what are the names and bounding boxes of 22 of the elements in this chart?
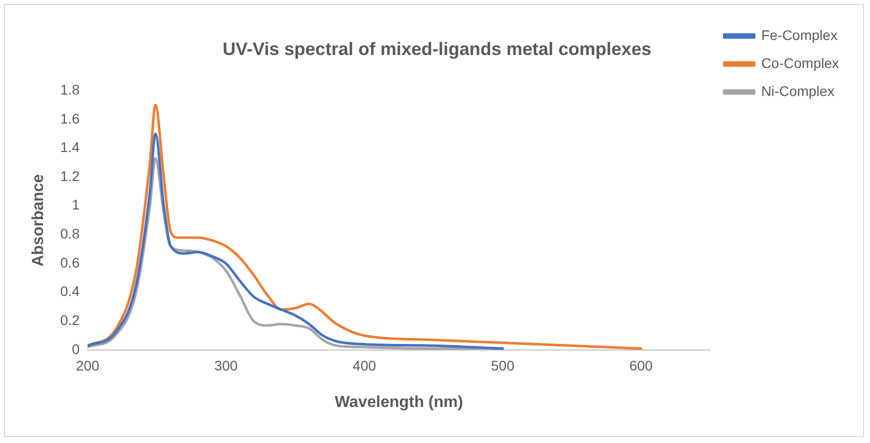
y-tick-label: 0.2	[60, 312, 80, 328]
y-tick-label: 0.6	[60, 254, 80, 270]
x-axis-title: Wavelength (nm)	[334, 394, 464, 411]
y-axis-title: Absorbance	[30, 174, 48, 267]
line-series	[88, 104, 642, 350]
y-tick-label: 1	[72, 196, 80, 213]
chart-title: UV-Vis spectral of mixed-ligands metal complexes	[222, 38, 652, 59]
y-tick-label: 1.2	[60, 168, 80, 184]
y-tick-label: 1.6	[60, 110, 80, 126]
y-tick-label: 1.4	[60, 139, 80, 156]
x-tick-label: 200	[76, 357, 100, 374]
y-tick-label: 0	[72, 340, 80, 357]
y-tick-label: 1.8	[60, 81, 80, 98]
legend-label: Ni-Complex	[761, 82, 834, 99]
x-tick-label: 400	[352, 357, 376, 374]
legend-label: Co-Complex	[761, 54, 840, 71]
y-tick-label: 0.8	[60, 226, 80, 242]
x-tick-label: 300	[214, 357, 238, 374]
x-tick-label: 600	[629, 357, 653, 374]
y-tick-label: 0.4	[60, 283, 80, 300]
legend-label: Fe-Complex	[761, 26, 838, 43]
x-tick-label: 500	[491, 357, 515, 374]
